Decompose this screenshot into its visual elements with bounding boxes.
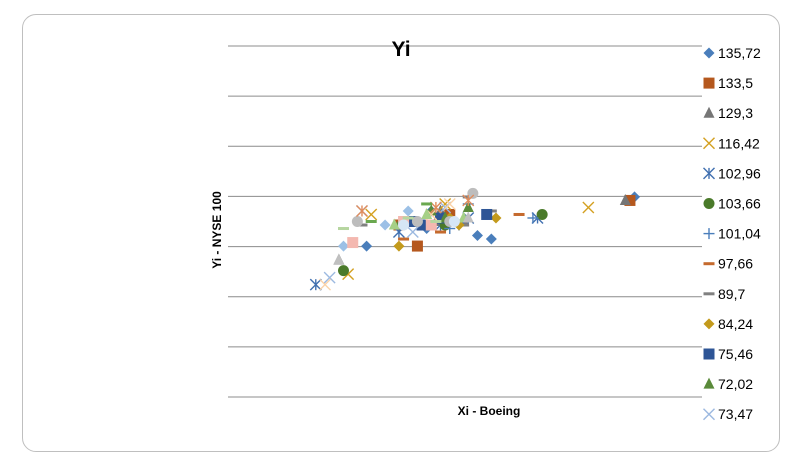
y-axis-label: Yi - NYSE 100 bbox=[210, 191, 224, 269]
point-series-9-0 bbox=[490, 212, 502, 224]
legend-item: 75,46 bbox=[703, 346, 753, 362]
point-series-1-1 bbox=[411, 240, 423, 252]
legend-item: 103,66 bbox=[703, 196, 761, 212]
legend-marker bbox=[703, 167, 715, 180]
point-series-5-0 bbox=[536, 208, 548, 220]
point-series-10-2 bbox=[435, 212, 447, 224]
point-series-15-1 bbox=[351, 216, 363, 227]
point-series-3-3 bbox=[439, 197, 452, 210]
legend-item: 97,66 bbox=[703, 256, 753, 272]
point-series-5-1 bbox=[338, 265, 349, 277]
legend-label: 73,47 bbox=[718, 406, 753, 422]
point-series-19-1 bbox=[462, 194, 475, 207]
legend-label: 103,66 bbox=[718, 196, 761, 212]
point-series-10-0 bbox=[481, 208, 493, 220]
legend-label: 101,04 bbox=[718, 226, 761, 242]
point-series-13-2 bbox=[379, 219, 391, 231]
point-series-7-2 bbox=[398, 237, 410, 241]
point-series-22-1 bbox=[365, 220, 377, 223]
point-series-14-0 bbox=[347, 237, 359, 249]
legend-marker bbox=[703, 198, 715, 209]
point-series-17-0 bbox=[443, 197, 456, 210]
point-series-3-2 bbox=[365, 208, 378, 221]
legend-label: 97,66 bbox=[718, 256, 753, 272]
legend-item: 101,04 bbox=[703, 226, 761, 242]
point-series-21-1 bbox=[448, 216, 460, 227]
legend-item: 135,72 bbox=[703, 45, 761, 61]
point-series-0-4 bbox=[471, 230, 483, 242]
legend-label: 116,42 bbox=[718, 135, 760, 151]
point-series-18-0 bbox=[388, 218, 400, 230]
legend-item: 133,5 bbox=[703, 75, 753, 91]
point-series-12-3 bbox=[406, 226, 419, 239]
point-series-19-0 bbox=[355, 204, 368, 217]
legend-label: 84,24 bbox=[718, 316, 753, 332]
legend-marker bbox=[703, 106, 715, 118]
point-series-11-0 bbox=[462, 200, 474, 212]
point-series-16-1 bbox=[402, 216, 414, 220]
legend: 135,72 133,5 129,3 116,42 102,96 103,66 101,04… bbox=[703, 45, 761, 422]
point-series-15-0 bbox=[467, 187, 479, 199]
legend-marker bbox=[703, 137, 715, 150]
x-axis-label: Xi - Boeing bbox=[458, 404, 521, 418]
legend-marker bbox=[703, 47, 715, 59]
legend-item: 72,02 bbox=[703, 376, 753, 392]
legend-marker bbox=[703, 318, 715, 330]
legend-item: 102,96 bbox=[703, 165, 761, 181]
legend-marker bbox=[703, 348, 715, 360]
legend-label: 133,5 bbox=[718, 75, 753, 91]
point-series-20-1 bbox=[462, 211, 474, 223]
legend-marker bbox=[703, 408, 715, 421]
legend-item: 84,24 bbox=[703, 316, 753, 332]
point-series-2-0 bbox=[619, 193, 631, 205]
point-series-22-0 bbox=[421, 202, 433, 206]
legend-item: 89,7 bbox=[703, 286, 745, 302]
legend-label: 72,02 bbox=[718, 376, 753, 392]
point-series-8-3 bbox=[356, 223, 368, 227]
chart-title: Yi bbox=[391, 38, 410, 61]
point-series-3-0 bbox=[582, 201, 595, 214]
legend-label: 135,72 bbox=[718, 45, 761, 61]
legend-marker bbox=[703, 228, 715, 240]
legend-label: 75,46 bbox=[718, 346, 753, 362]
legend-label: 129,3 bbox=[718, 105, 753, 121]
point-series-9-1 bbox=[393, 240, 405, 252]
legend-label: 89,7 bbox=[718, 286, 745, 302]
point-series-1-0 bbox=[624, 194, 636, 206]
point-series-0-6 bbox=[485, 233, 497, 245]
point-series-6-0 bbox=[527, 212, 539, 224]
point-series-10-1 bbox=[416, 219, 428, 231]
point-series-15-2 bbox=[411, 216, 423, 227]
data-points bbox=[309, 187, 641, 291]
legend-item: 116,42 bbox=[703, 135, 760, 151]
legend-marker bbox=[703, 262, 715, 266]
legend-marker bbox=[703, 292, 715, 296]
point-series-21-0 bbox=[398, 219, 410, 231]
point-series-7-0 bbox=[513, 212, 525, 216]
legend-marker bbox=[703, 377, 715, 389]
point-series-14-2 bbox=[425, 219, 437, 231]
point-series-16-2 bbox=[430, 220, 442, 223]
point-series-12-1 bbox=[323, 271, 336, 284]
chart-frame bbox=[22, 14, 780, 452]
point-series-4-0 bbox=[309, 278, 322, 291]
legend-item: 129,3 bbox=[703, 105, 753, 121]
point-series-13-0 bbox=[338, 240, 349, 252]
legend-item: 73,47 bbox=[703, 406, 753, 422]
point-series-20-0 bbox=[333, 253, 345, 265]
point-series-16-0 bbox=[338, 227, 349, 231]
point-series-17-1 bbox=[319, 278, 332, 291]
grid-lines bbox=[228, 45, 702, 398]
legend-label: 102,96 bbox=[718, 165, 761, 181]
point-series-13-1 bbox=[402, 205, 414, 217]
legend-marker bbox=[703, 77, 715, 89]
point-series-7-1 bbox=[435, 230, 447, 234]
point-series-0-3 bbox=[361, 240, 373, 252]
point-series-19-2 bbox=[429, 201, 442, 214]
point-series-18-1 bbox=[421, 207, 433, 219]
